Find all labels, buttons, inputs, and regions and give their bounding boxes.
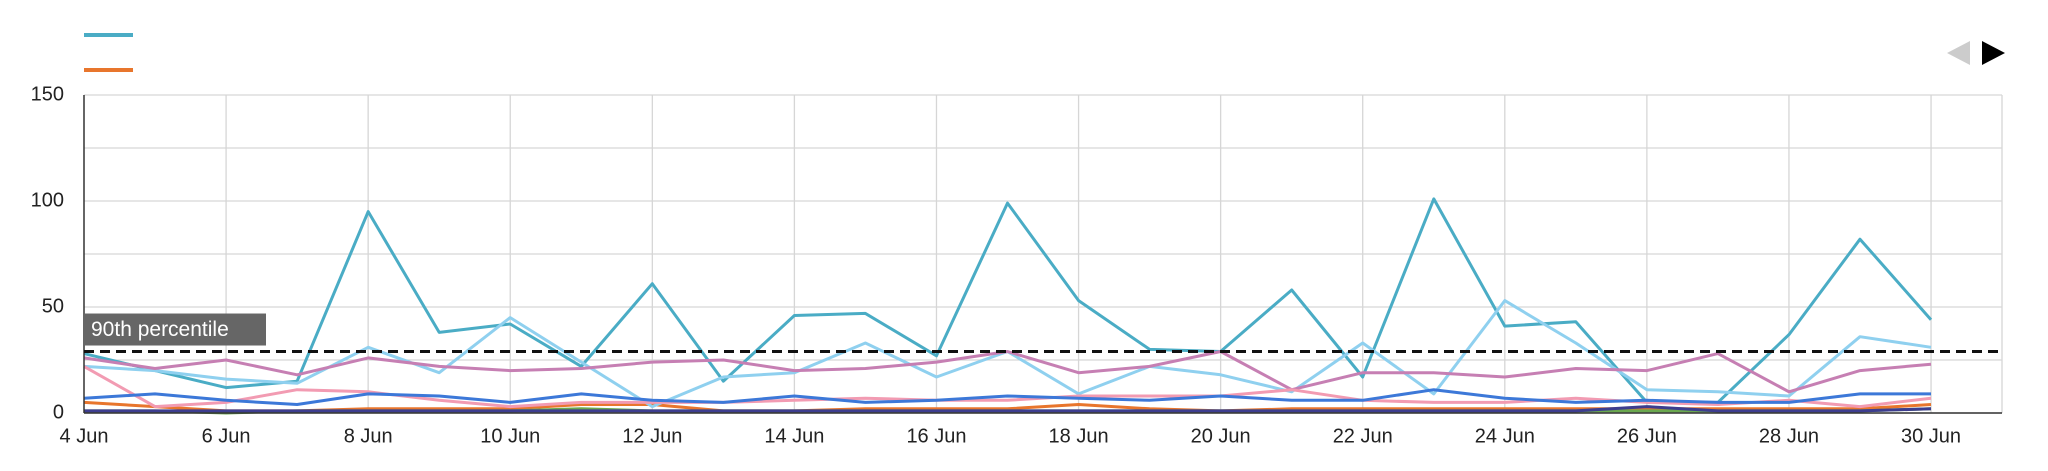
x-tick-label: 30 Jun (1901, 425, 1961, 447)
series-line (83, 388, 1931, 406)
next-page-arrow[interactable] (1982, 41, 2005, 65)
y-tick-label: 50 (42, 295, 64, 317)
series-line (83, 197, 1933, 404)
y-tick-label: 100 (31, 189, 64, 211)
reference-label: 90th percentile (91, 318, 229, 341)
legend-pager (1947, 41, 2005, 65)
series-line (83, 350, 1932, 394)
x-tick-label: 22 Jun (1333, 425, 1393, 447)
x-tick-label: 10 Jun (480, 425, 540, 447)
x-tick-label: 20 Jun (1191, 425, 1251, 447)
x-tick-label: 12 Jun (622, 425, 682, 447)
x-tick-label: 26 Jun (1617, 425, 1677, 447)
y-tick-label: 150 (31, 83, 64, 105)
x-tick-label: 16 Jun (906, 425, 966, 447)
x-tick-label: 24 Jun (1475, 425, 1535, 447)
x-tick-label: 28 Jun (1759, 425, 1819, 447)
x-tick-label: 8 Jun (344, 425, 393, 447)
x-tick-label: 4 Jun (60, 425, 109, 447)
reference-label-bg (84, 313, 266, 346)
series-line (84, 405, 1932, 413)
x-tick-label: 14 Jun (764, 425, 824, 447)
y-tick-label: 0 (53, 401, 64, 423)
x-tick-label: 18 Jun (1049, 425, 1109, 447)
prev-page-arrow[interactable] (1947, 41, 1970, 65)
x-tick-label: 6 Jun (202, 425, 251, 447)
